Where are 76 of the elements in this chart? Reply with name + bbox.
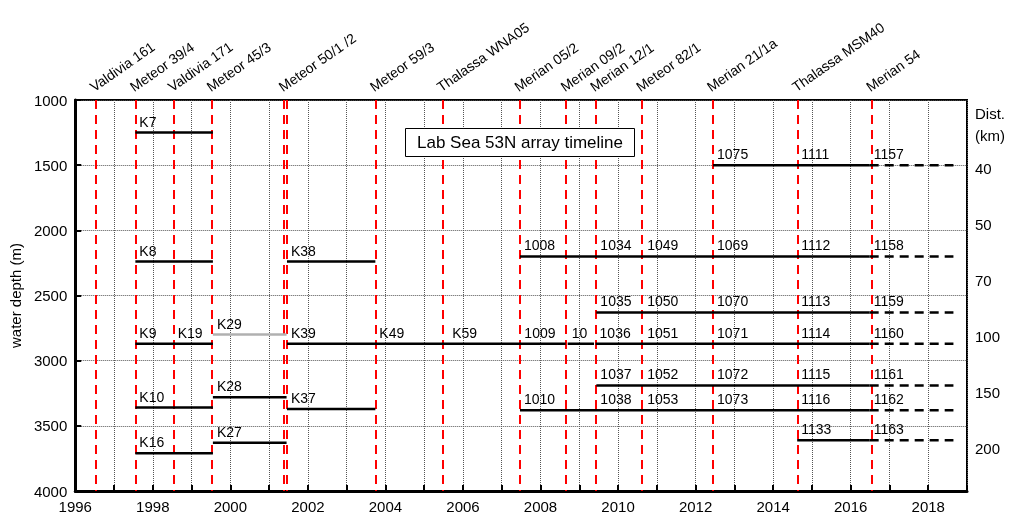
- annotation: 1038: [600, 391, 632, 408]
- annotation: 1162: [873, 391, 904, 408]
- annotation: 1115: [801, 366, 831, 383]
- y-tick-label: 3000: [33, 352, 68, 370]
- annotation: 1072: [717, 366, 749, 383]
- annotation: 1161: [873, 366, 904, 383]
- annotation: K28: [216, 378, 243, 395]
- annotation: K10: [139, 388, 165, 405]
- annotation: K29: [216, 315, 243, 332]
- text: Lab Sea 53N array timeline: [417, 133, 624, 152]
- annotation: 1050: [647, 293, 679, 310]
- annotation: 1037: [600, 366, 632, 383]
- y-tick-label: 2000: [33, 221, 68, 239]
- annotation: 1053: [647, 391, 679, 408]
- annotation: K49: [379, 324, 405, 341]
- x-tick-label: 2000: [213, 498, 248, 515]
- annotation: 1051: [647, 324, 679, 341]
- x-tick-label: 2012: [678, 498, 713, 515]
- annotation: 1111: [801, 146, 830, 163]
- text: 200: [975, 439, 1001, 457]
- annotation: 1113: [801, 293, 831, 310]
- x-tick-label: 2004: [368, 498, 403, 515]
- annotation: K19: [177, 324, 203, 341]
- annotation: 1116: [801, 391, 831, 408]
- x-tick-label: 2016: [834, 498, 868, 515]
- annotation: K7: [139, 113, 157, 130]
- annotation: 1034: [600, 237, 632, 254]
- y-tick-label: 1500: [33, 156, 68, 174]
- annotation: K27: [216, 423, 243, 440]
- text: 100: [975, 327, 1001, 345]
- annotation: 1075: [717, 146, 749, 163]
- annotation: 1159: [873, 293, 904, 310]
- annotation: 1070: [717, 293, 749, 310]
- annotation: K8: [139, 242, 157, 259]
- annotation: 1160: [873, 324, 904, 341]
- annotation: 1010: [523, 391, 556, 408]
- annotation: K39: [290, 324, 317, 341]
- annotation: K16: [139, 434, 165, 451]
- annotation: 1009: [524, 324, 556, 341]
- annotation: 1112: [801, 237, 831, 254]
- annotation: 1035: [600, 293, 632, 310]
- annotation: 1157: [873, 146, 904, 163]
- x-tick-label: 2014: [756, 498, 790, 515]
- annotation: K59: [452, 324, 478, 341]
- y-tick-label: 2500: [33, 287, 68, 304]
- annotation: 1073: [717, 391, 749, 408]
- x-tick-label: 1998: [136, 498, 170, 515]
- y-tick-label: 3500: [33, 417, 68, 435]
- x-tick-label: 1996: [58, 498, 92, 515]
- annotation: 1133: [801, 421, 832, 438]
- x-tick-label: 2010: [601, 498, 635, 515]
- annotation: K37: [290, 389, 317, 406]
- text: 50: [975, 216, 992, 234]
- annotation: 1069: [717, 237, 749, 254]
- y-tick-label: 1000: [33, 91, 68, 109]
- x-tick-label: 2002: [291, 498, 325, 515]
- annotation: 1158: [873, 237, 904, 254]
- annotation: 1071: [717, 324, 749, 341]
- text: 70: [975, 272, 992, 290]
- y-tick-label: 4000: [33, 482, 68, 500]
- y-axis-title: water depth (m): [7, 242, 24, 350]
- x-tick-label: 2008: [523, 498, 558, 515]
- annotation: 1008: [523, 237, 556, 254]
- x-tick-label: 2006: [446, 498, 480, 515]
- annotation: 1163: [873, 421, 904, 438]
- annotation: K38: [290, 242, 317, 259]
- text: 150: [975, 383, 1001, 401]
- annotation: K9: [139, 324, 157, 341]
- annotation: 1036: [599, 324, 631, 341]
- annotation: 1049: [647, 237, 679, 254]
- annotation: 1052: [647, 366, 679, 383]
- annotation: 1114: [801, 324, 831, 341]
- text: 40: [975, 160, 992, 178]
- x-tick-label: 2018: [911, 498, 945, 515]
- text: Dist. (km): [975, 104, 1010, 144]
- annotation: 10: [571, 324, 588, 341]
